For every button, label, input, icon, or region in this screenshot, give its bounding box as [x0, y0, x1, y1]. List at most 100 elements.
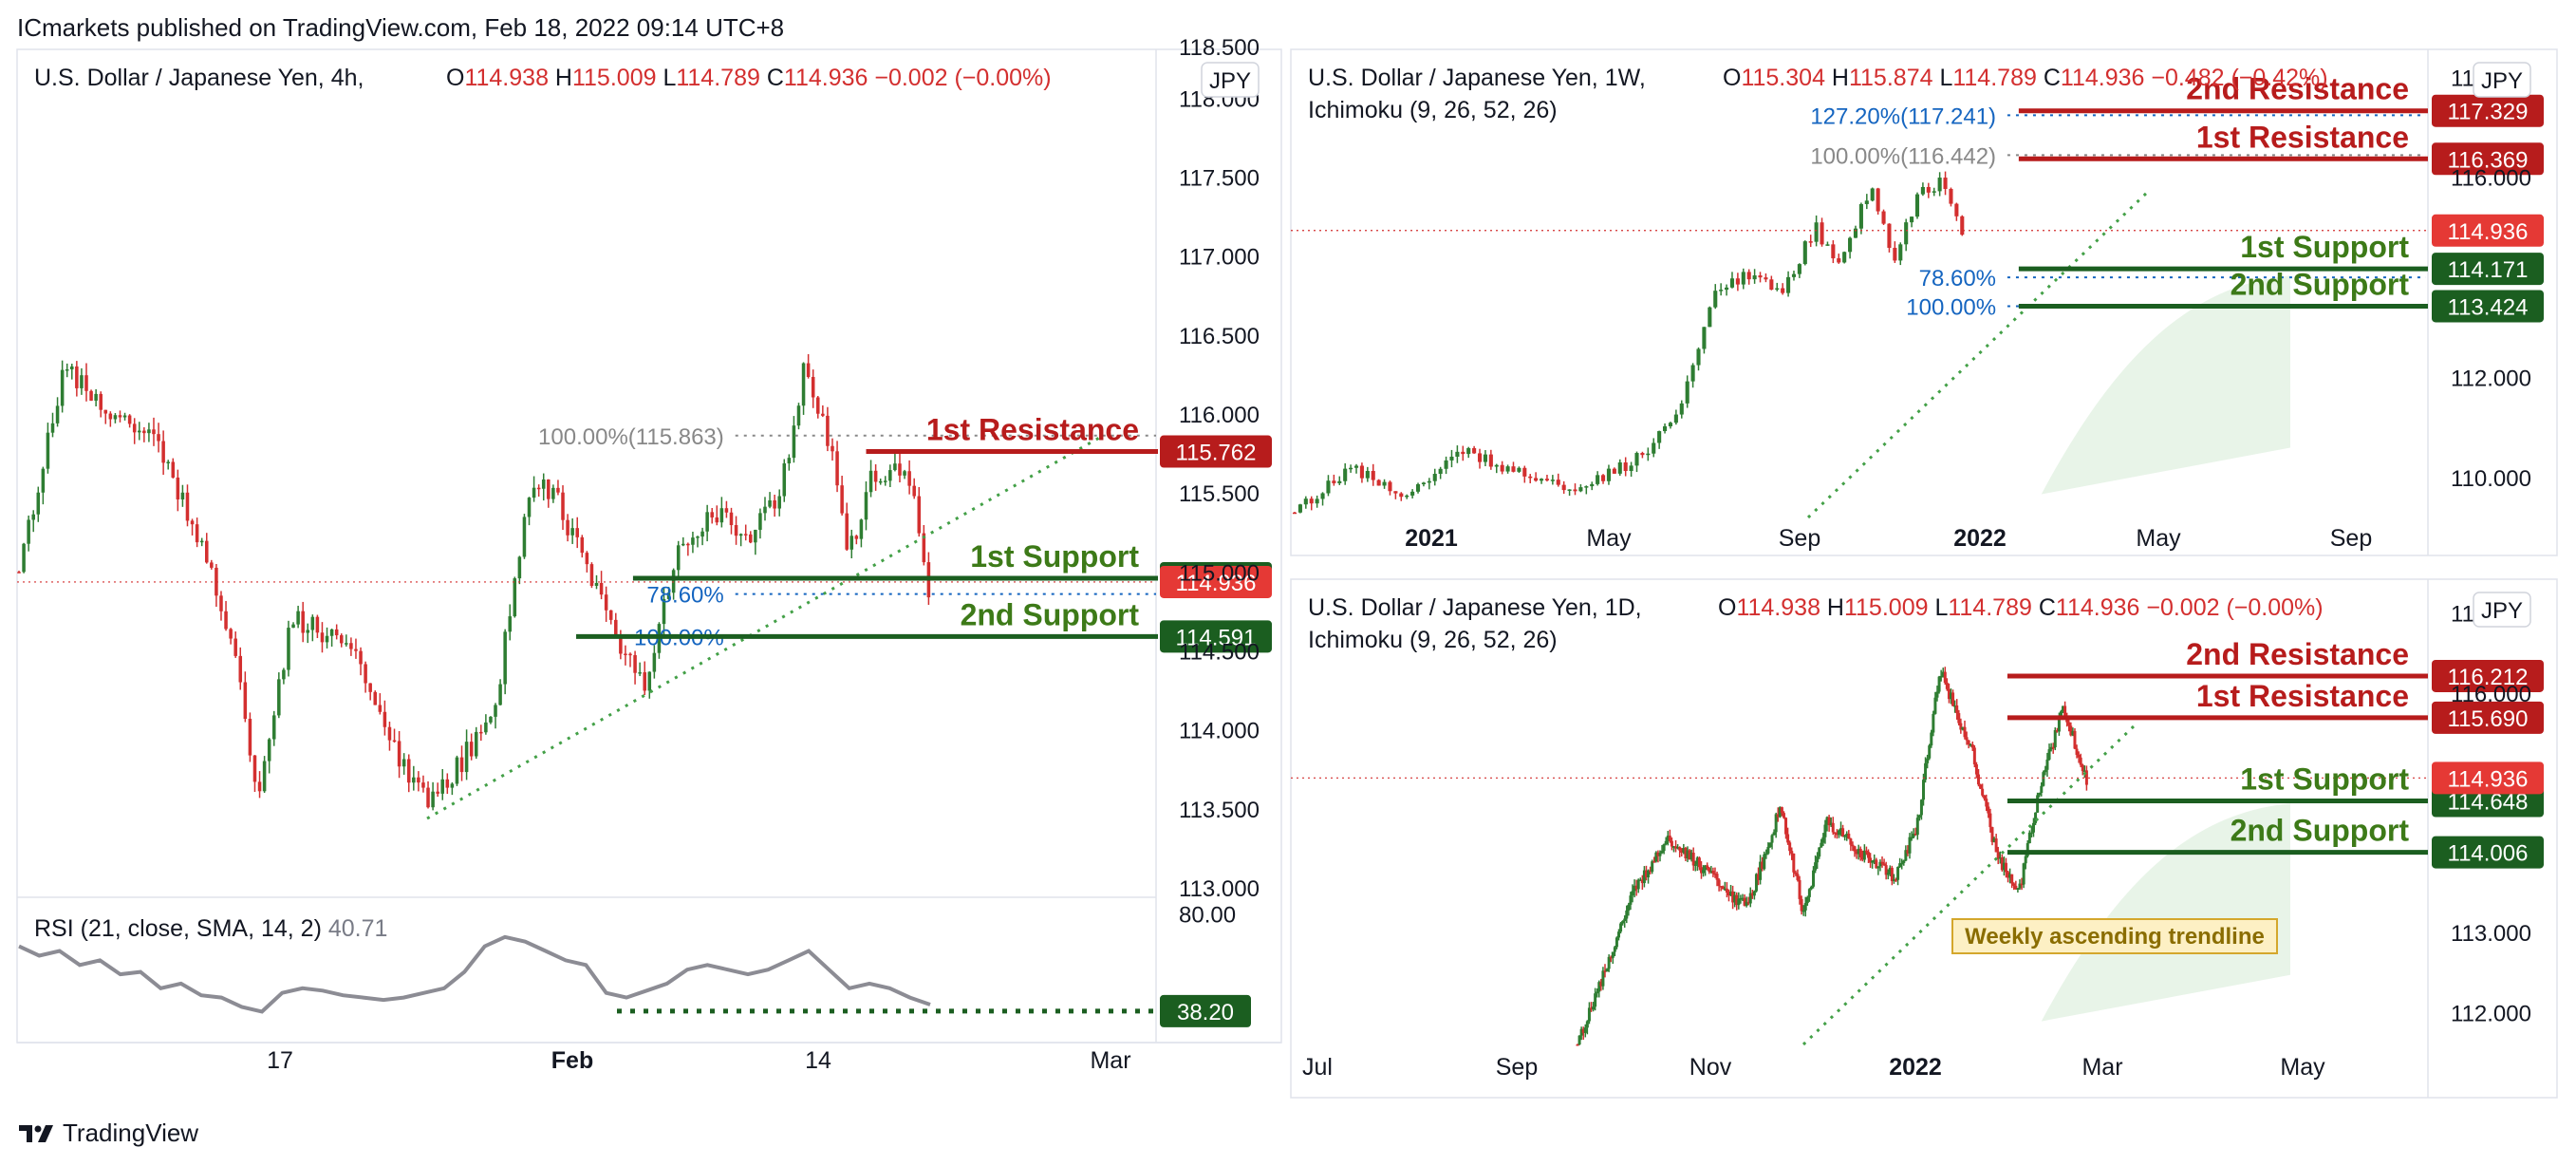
candle-body: [1611, 951, 1615, 958]
candle-body: [94, 393, 98, 401]
candle-body: [1979, 784, 1983, 789]
candle-body: [1638, 879, 1642, 881]
candle-body: [628, 653, 632, 656]
chart-panel-4h[interactable]: 100.00%(115.863)78.60%100.00%1st Resista…: [16, 35, 1282, 1074]
candle-body: [1584, 486, 1589, 488]
ichimoku-cloud: [2041, 275, 2290, 495]
candle-body: [215, 567, 218, 596]
candle-body: [2020, 883, 2024, 886]
candle-body: [1947, 688, 1951, 700]
candle-body: [1864, 850, 1868, 853]
candle-body: [1887, 223, 1892, 249]
candle-body: [354, 649, 358, 651]
candle-body: [1937, 178, 1942, 192]
candle-body: [257, 781, 262, 792]
footer-brand[interactable]: TradingView: [17, 1119, 198, 1148]
candle-body: [1996, 852, 2000, 859]
chart-panel-1w[interactable]: 127.20%(117.241) 100.00%(116.442) 78.60%10…: [1290, 48, 2558, 556]
chart-panel-rsi[interactable]: 38.20 80.00 RSI (21, close, SMA, 14, 2) 40…: [17, 896, 1281, 1044]
candle-body: [1642, 870, 1646, 884]
candle-body: [180, 492, 185, 499]
candle-body: [1941, 671, 1945, 676]
candle-body: [1617, 462, 1622, 474]
y-tick-label: 115.000: [1179, 560, 1260, 586]
candle-body: [2008, 874, 2012, 878]
candle-body: [1801, 910, 1805, 912]
candle-body: [1581, 1028, 1585, 1033]
candle-body: [50, 423, 55, 433]
candle-body: [1621, 920, 1625, 924]
candle-body: [1679, 403, 1684, 415]
y-tick-label: 117.000: [1179, 245, 1260, 271]
candle-body: [1629, 465, 1633, 472]
candle-body: [1544, 479, 1549, 480]
candle-body: [686, 543, 690, 546]
candle-body: [329, 629, 334, 636]
candle-body: [922, 533, 926, 563]
candle-body: [1833, 832, 1837, 835]
x-tick-label: Sep: [1779, 525, 1820, 552]
candle-body: [1704, 865, 1708, 871]
candle-body: [2022, 863, 2025, 885]
ohlc-part: 115.009: [1844, 594, 1934, 621]
candle-body: [2053, 729, 2057, 748]
x-tick-label: Mar: [2081, 1054, 2122, 1081]
candle-body: [1666, 836, 1670, 841]
candle-body: [1597, 982, 1601, 992]
candle-body: [1517, 467, 1521, 472]
candle-body: [1990, 827, 1994, 842]
candle-body: [1920, 186, 1925, 195]
candle-body: [1926, 186, 1931, 193]
candle-body: [1855, 851, 1858, 855]
candle-body: [1972, 747, 1976, 764]
chart-title: U.S. Dollar / Japanese Yen, 1D,: [1308, 594, 1642, 621]
candle-body: [1904, 850, 1908, 861]
candle-body: [1910, 837, 1913, 839]
candle-body: [1623, 918, 1627, 921]
candle-body: [845, 513, 849, 550]
candle-body: [1579, 1028, 1583, 1036]
candle-body: [494, 705, 497, 717]
candle-body: [1853, 846, 1857, 852]
resistance-label: 1st Resistance: [2196, 120, 2409, 154]
chart-panel-1d[interactable]: 2nd Resistance 116.212 1st Resistance 115.6…: [1290, 578, 2558, 1099]
candle-body: [1472, 447, 1477, 454]
candle-body: [831, 445, 834, 452]
candle-body: [99, 393, 103, 410]
candle-body: [421, 782, 425, 788]
candle-body: [1875, 859, 1878, 869]
candle-body: [108, 413, 113, 420]
candle-body: [1625, 910, 1629, 919]
candle-body: [1746, 272, 1751, 280]
candle-body: [1556, 480, 1560, 485]
panel-frame: [1290, 48, 2558, 556]
candle-body: [1634, 453, 1639, 466]
ohlc-part: C: [767, 65, 784, 91]
y-tick-label: 113.500: [1179, 798, 1260, 823]
candle-body: [1719, 886, 1723, 888]
candle-body: [1778, 807, 1782, 818]
candle-body: [1758, 275, 1763, 278]
candle-body: [676, 545, 681, 571]
chart-title: U.S. Dollar / Japanese Yen, 4h,: [34, 65, 364, 91]
candle-body: [103, 409, 108, 414]
candle-body: [436, 791, 439, 794]
ascending-trendline: [1801, 723, 2137, 1046]
candle-body: [1963, 726, 1967, 738]
candle-body: [1674, 846, 1678, 849]
candle-body: [1965, 737, 1969, 741]
currency-label: JPY: [1209, 68, 1251, 94]
candle-body: [1763, 854, 1766, 870]
price-tag-value: 115.690: [2448, 706, 2529, 732]
candle-body: [647, 671, 652, 691]
candle-body: [599, 582, 604, 595]
candle-body: [1818, 847, 1821, 857]
candle-body: [55, 405, 60, 423]
candle-body: [2073, 730, 2077, 749]
price-tag-value: 114.591: [1176, 625, 1257, 650]
candle-body: [633, 654, 637, 673]
candle-body: [2010, 874, 2014, 884]
candle-body: [1900, 862, 1904, 865]
candle-body: [912, 485, 916, 497]
